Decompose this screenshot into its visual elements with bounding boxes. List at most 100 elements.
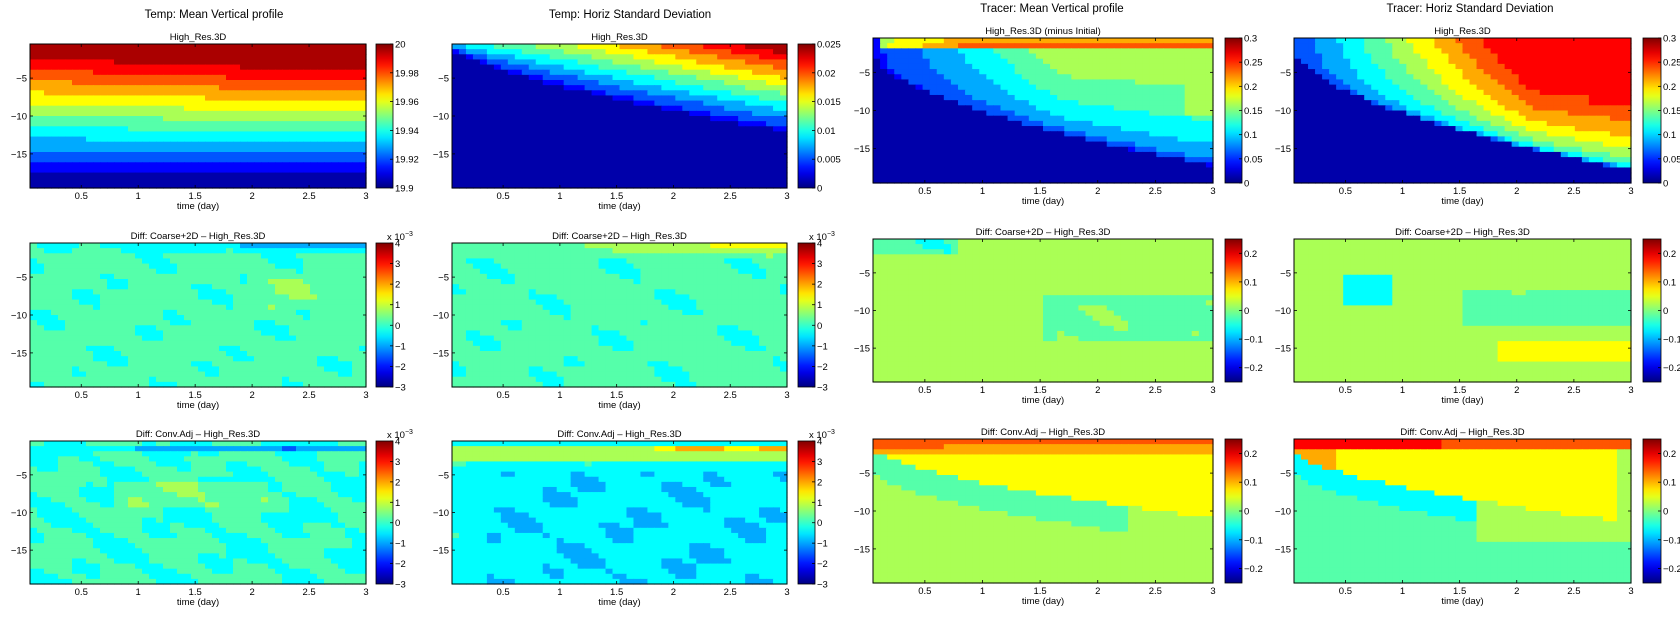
field-cell [275, 136, 283, 143]
field-cell [1595, 110, 1604, 117]
field-cell [1469, 74, 1478, 81]
field-cell [1399, 105, 1407, 112]
field-cell [929, 172, 938, 179]
field-cell [149, 44, 157, 50]
field-cell [689, 157, 697, 163]
field-cell [640, 172, 649, 179]
field-cell [1057, 172, 1065, 179]
field-cell [1170, 105, 1179, 112]
field-cell [1113, 48, 1122, 55]
field-cell [626, 85, 635, 91]
field-cell [710, 95, 718, 102]
field-cell [359, 131, 367, 138]
field-cell [640, 64, 649, 71]
field-cell [479, 64, 488, 71]
field-cell [598, 152, 607, 158]
field-cell [598, 126, 607, 133]
field-cell [1035, 48, 1044, 55]
field-cell [1035, 89, 1044, 96]
field-cell [1497, 38, 1506, 44]
field-cell [79, 172, 87, 179]
field-cell [943, 43, 952, 49]
field-cell [773, 44, 781, 50]
field-cell [317, 54, 325, 61]
field-cell [972, 177, 980, 184]
field-cell [261, 85, 269, 91]
field-cell [703, 172, 711, 179]
field-cell [1163, 89, 1172, 96]
field-cell [275, 172, 283, 179]
field-cell [156, 172, 164, 179]
field-cell [107, 172, 115, 179]
field-cell [1371, 43, 1379, 49]
field-cell [1336, 53, 1344, 60]
field-cell [1560, 53, 1569, 60]
field-cell [184, 177, 192, 184]
field-cell [79, 182, 87, 189]
field-cell [570, 80, 579, 86]
field-cell [163, 59, 171, 66]
field-cell [240, 121, 248, 127]
field-cell [72, 64, 80, 71]
field-cell [219, 126, 227, 133]
field-cell [282, 167, 290, 174]
field-cell [352, 69, 360, 76]
field-cell [1574, 79, 1583, 86]
field-cell [177, 85, 185, 91]
field-cell [198, 121, 206, 127]
field-cell [1014, 167, 1023, 174]
field-cell [1177, 69, 1186, 75]
field-cell [452, 69, 460, 76]
field-cell [759, 146, 767, 153]
field-cell [163, 90, 171, 97]
field-cell [1294, 63, 1302, 70]
field-cell [654, 182, 662, 189]
field-cell [1567, 115, 1576, 122]
field-cell [507, 116, 516, 122]
field-cell [759, 121, 767, 127]
field-cell [1497, 89, 1506, 96]
field-cell [1007, 110, 1016, 117]
field-cell [584, 157, 593, 163]
field-cell [661, 162, 669, 169]
field-cell [86, 182, 94, 189]
field-cell [1135, 53, 1143, 60]
field-cell [352, 121, 360, 127]
field-cell [584, 110, 593, 117]
field-cell [268, 49, 276, 55]
field-cell [972, 38, 980, 44]
field-cell [331, 100, 339, 107]
field-cell [149, 85, 157, 91]
field-cell [472, 90, 481, 97]
field-cell [452, 136, 460, 143]
field-cell [894, 167, 902, 174]
field-cell [979, 58, 987, 65]
field-cell [682, 162, 690, 169]
field-cell [1050, 131, 1058, 137]
field-cell [1315, 79, 1323, 86]
field-cell [993, 53, 1002, 60]
field-cell [1462, 84, 1471, 91]
field-cell [338, 182, 346, 189]
field-cell [1057, 53, 1065, 60]
field-cell [359, 126, 367, 133]
field-cell [86, 136, 94, 143]
field-cell [282, 85, 290, 91]
field-cell [240, 69, 248, 76]
field-cell [873, 69, 881, 75]
field-cell [773, 172, 781, 179]
field-cell [1315, 74, 1323, 81]
field-cell [521, 100, 530, 107]
field-cell [738, 131, 746, 138]
field-cell [1205, 48, 1214, 55]
field-cell [486, 152, 495, 158]
field-cell [1525, 69, 1534, 75]
field-cell [1553, 43, 1562, 49]
field-cell [486, 116, 495, 122]
field-cell [1120, 79, 1129, 86]
field-cell [465, 110, 474, 117]
field-cell [458, 74, 467, 81]
field-cell [759, 95, 767, 102]
field-cell [1007, 167, 1016, 174]
field-cell [612, 146, 621, 153]
